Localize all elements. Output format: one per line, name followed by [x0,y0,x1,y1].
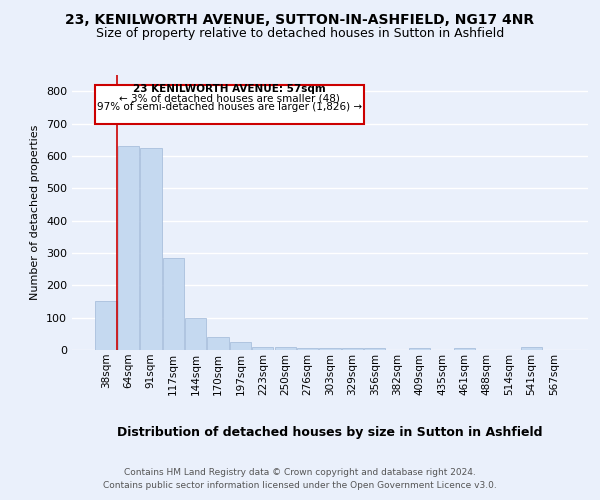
Bar [454,348,475,350]
Bar [252,347,274,350]
Bar [230,342,251,350]
Bar [319,348,341,350]
Bar [409,348,430,350]
Bar [297,348,318,350]
Text: 23 KENILWORTH AVENUE: 57sqm: 23 KENILWORTH AVENUE: 57sqm [133,84,326,94]
Text: Size of property relative to detached houses in Sutton in Ashfield: Size of property relative to detached ho… [96,28,504,40]
Bar [342,348,363,350]
Bar [275,348,296,350]
Bar [140,148,161,350]
Bar [185,318,206,350]
Bar [95,84,364,124]
Text: Contains public sector information licensed under the Open Government Licence v3: Contains public sector information licen… [103,482,497,490]
Bar [364,348,385,350]
Bar [521,348,542,350]
Bar [118,146,139,350]
Bar [208,337,229,350]
Text: 23, KENILWORTH AVENUE, SUTTON-IN-ASHFIELD, NG17 4NR: 23, KENILWORTH AVENUE, SUTTON-IN-ASHFIEL… [65,12,535,26]
Text: Contains HM Land Registry data © Crown copyright and database right 2024.: Contains HM Land Registry data © Crown c… [124,468,476,477]
Text: Distribution of detached houses by size in Sutton in Ashfield: Distribution of detached houses by size … [117,426,543,439]
Text: 97% of semi-detached houses are larger (1,826) →: 97% of semi-detached houses are larger (… [97,102,362,112]
Y-axis label: Number of detached properties: Number of detached properties [31,125,40,300]
Bar [95,302,117,350]
Bar [163,258,184,350]
Text: ← 3% of detached houses are smaller (48): ← 3% of detached houses are smaller (48) [119,94,340,104]
